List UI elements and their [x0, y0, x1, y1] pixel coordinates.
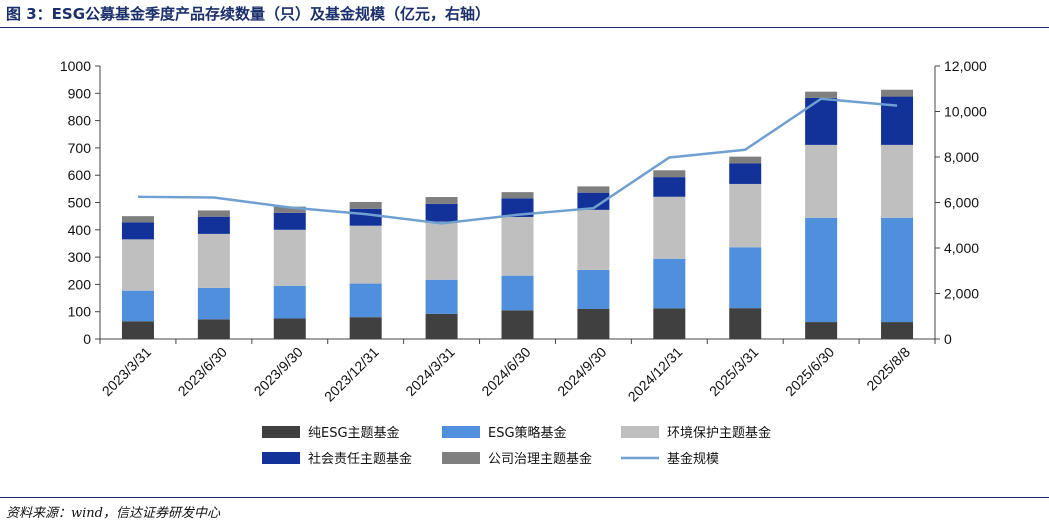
legend-swatch-environment: [621, 426, 659, 438]
right-tick-label: 10,000: [944, 104, 987, 120]
bar-segment-social: [729, 163, 762, 184]
left-tick-label: 400: [68, 222, 92, 238]
left-tick-label: 800: [68, 113, 92, 129]
bar-segment-esg_strategy: [425, 279, 458, 314]
right-tick-label: 2,000: [944, 286, 979, 302]
left-tick-label: 300: [68, 249, 92, 265]
x-tick-label: 2024/3/31: [402, 344, 458, 400]
right-tick-label: 12,000: [944, 58, 987, 74]
bar-segment-governance: [273, 206, 306, 213]
legend-swatch-governance: [442, 452, 480, 464]
right-tick-label: 6,000: [944, 195, 979, 211]
bar-segment-environment: [805, 144, 838, 218]
left-tick-label: 200: [68, 276, 92, 292]
x-tick-label: 2023/9/30: [251, 344, 307, 400]
x-tick-label: 2025/8/8: [863, 344, 913, 394]
x-tick-label: 2024/6/30: [478, 344, 534, 400]
bar-segment-governance: [805, 91, 838, 98]
bar-segment-pure_esg: [349, 317, 382, 339]
bar-segment-environment: [197, 233, 230, 288]
legend-swatch-social: [262, 452, 300, 464]
bar-segment-pure_esg: [501, 310, 534, 339]
legend-label-environment: 环境保护主题基金: [667, 425, 771, 441]
bar-segment-environment: [121, 239, 154, 291]
bar-segment-governance: [881, 89, 914, 97]
bar-segment-esg_strategy: [121, 290, 154, 322]
scale-line: [137, 97, 898, 225]
left-tick-label: 700: [68, 140, 92, 156]
bar-segment-social: [273, 212, 306, 230]
bar-segment-esg_strategy: [501, 275, 534, 311]
bar-segment-pure_esg: [121, 321, 154, 339]
title-rule: [0, 27, 1049, 28]
bar-segment-pure_esg: [273, 318, 306, 339]
bar-segment-governance: [577, 186, 610, 193]
bar-segment-esg_strategy: [653, 258, 686, 309]
bar-segment-governance: [121, 216, 154, 223]
legend-label-social: 社会责任主题基金: [308, 451, 412, 467]
bar-segment-esg_strategy: [197, 287, 230, 320]
bar-segment-environment: [653, 196, 686, 259]
x-tick-label: 2024/12/31: [625, 344, 686, 405]
bar-segment-social: [425, 203, 458, 222]
bar-segment-social: [577, 192, 610, 210]
bar-segment-environment: [501, 216, 534, 276]
legend-label-governance: 公司治理主题基金: [488, 451, 592, 467]
x-tick-label: 2024/9/30: [554, 344, 610, 400]
bar-segment-pure_esg: [881, 322, 914, 339]
x-tick-label: 2025/6/30: [782, 344, 838, 400]
left-tick-label: 600: [68, 167, 92, 183]
bar-segment-pure_esg: [197, 319, 230, 339]
bar-segment-social: [121, 222, 154, 240]
bar-segment-environment: [729, 183, 762, 248]
x-tick-label: 2023/6/30: [175, 344, 231, 400]
bar-segment-governance: [653, 170, 686, 178]
legend-label-pure-esg: 纯ESG主题基金: [308, 425, 400, 441]
bar-segment-social: [349, 208, 382, 226]
legend-label-scale: 基金规模: [667, 451, 719, 467]
right-tick-label: 8,000: [944, 149, 979, 165]
bar-segment-pure_esg: [425, 313, 458, 339]
bar-segment-esg_strategy: [729, 247, 762, 309]
left-tick-label: 1000: [60, 58, 91, 74]
right-tick-label: 0: [944, 331, 952, 347]
bar-segment-esg_strategy: [349, 283, 382, 318]
left-tick-label: 100: [68, 304, 92, 320]
stacked-bar-line-chart: 0 100 200 300 400 500 600 700 800 900 1000 0 2,000 4,…: [60, 58, 987, 467]
x-tick-label: 2023/12/31: [321, 344, 382, 405]
bar-segment-pure_esg: [805, 322, 838, 339]
bar-segment-esg_strategy: [577, 269, 610, 309]
x-tick-label: 2025/3/31: [706, 344, 762, 400]
left-tick-label: 900: [68, 85, 92, 101]
bar-segment-pure_esg: [577, 308, 610, 339]
bar-segment-environment: [349, 225, 382, 284]
bar-segment-environment: [881, 144, 914, 218]
bar-segment-environment: [273, 229, 306, 286]
bar-segment-esg_strategy: [805, 217, 838, 323]
footer-rule: [0, 497, 1049, 498]
bar-segment-pure_esg: [653, 308, 686, 339]
bar-segment-esg_strategy: [881, 217, 914, 323]
left-tick-label: 0: [83, 331, 91, 347]
bar-segment-esg_strategy: [273, 285, 306, 319]
bar-segment-governance: [197, 210, 230, 217]
source-note: 资料来源：wind，信达证券研发中心: [6, 506, 220, 521]
legend-swatch-pure-esg: [262, 426, 300, 438]
legend-label-esg-strategy: ESG策略基金: [488, 425, 567, 441]
bar-segment-social: [501, 198, 534, 217]
bar-segment-social: [653, 177, 686, 197]
bar-segment-governance: [501, 192, 534, 199]
bar-segment-social: [197, 216, 230, 234]
figure-title: 图 3：ESG公募基金季度产品存续数量（只）及基金规模（亿元，右轴）: [6, 5, 491, 23]
bar-segment-environment: [425, 221, 458, 280]
legend-swatch-esg-strategy: [442, 426, 480, 438]
bar-segment-governance: [425, 197, 458, 204]
bar-segment-governance: [349, 201, 382, 209]
bar-segment-environment: [577, 209, 610, 270]
bar-segment-pure_esg: [729, 308, 762, 339]
bar-segment-governance: [729, 156, 762, 164]
x-tick-label: 2023/3/31: [99, 344, 155, 400]
right-tick-label: 4,000: [944, 240, 979, 256]
left-tick-label: 500: [68, 195, 92, 211]
